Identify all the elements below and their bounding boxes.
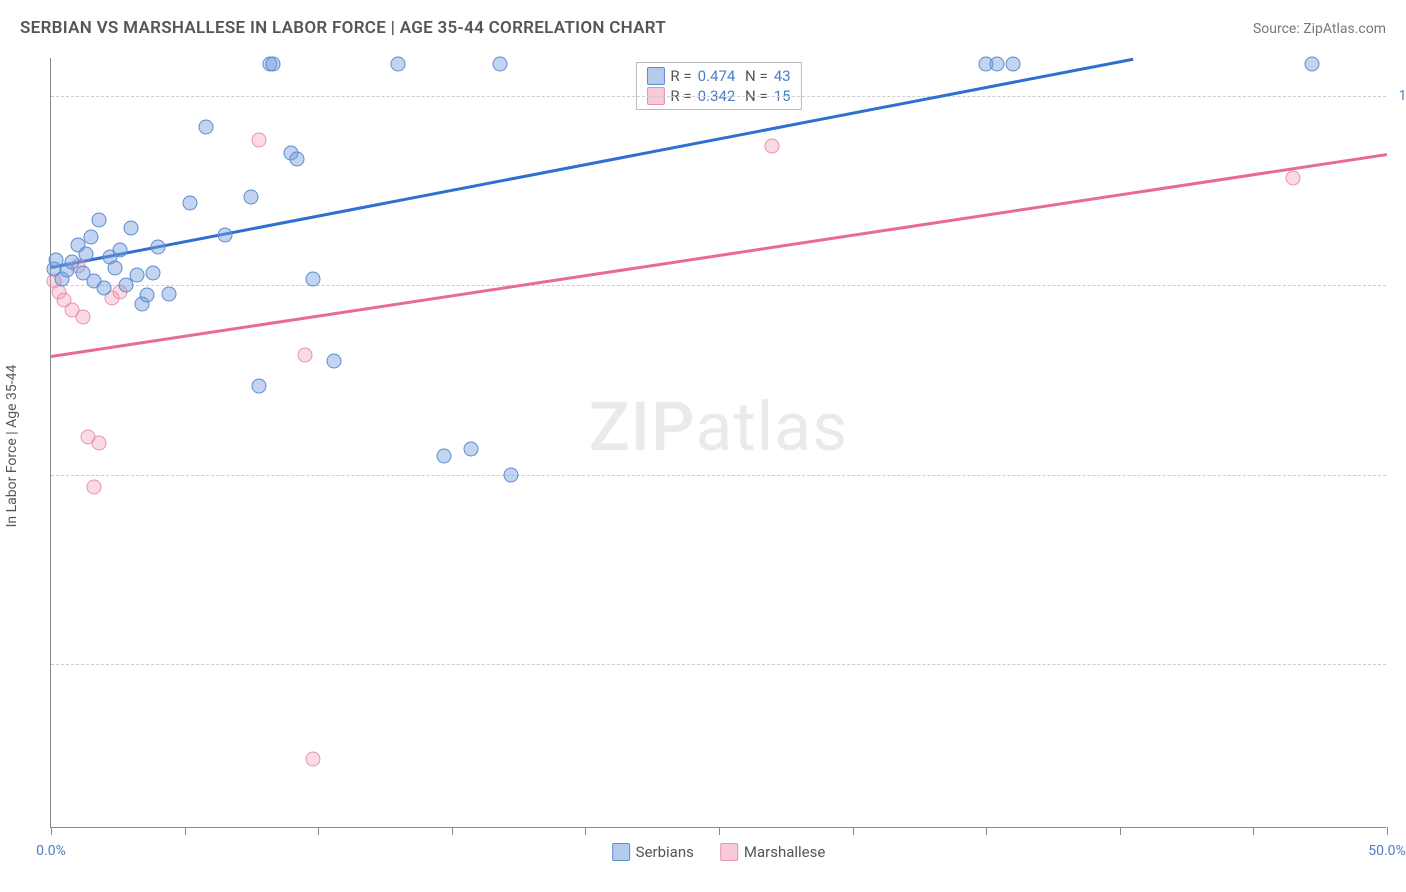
data-point	[244, 189, 259, 204]
data-point	[492, 57, 507, 72]
x-tick	[585, 827, 586, 835]
x-tick-label: 50.0%	[1368, 843, 1406, 859]
data-point	[113, 242, 128, 257]
y-tick-label: 55.0%	[1394, 656, 1406, 672]
data-point	[84, 230, 99, 245]
gridline	[51, 96, 1386, 97]
regression-line	[51, 58, 1134, 269]
legend-marshallese: Marshallese	[720, 843, 825, 861]
series-legend: Serbians Marshallese	[612, 843, 826, 861]
x-tick	[1253, 827, 1254, 835]
legend-row-serbians: R = 0.474 N = 43	[646, 67, 790, 85]
data-point	[305, 271, 320, 286]
plot-area: ZIPatlas R = 0.474 N = 43 R = 0.342 N = …	[50, 58, 1386, 828]
y-tick-label: 85.0%	[1394, 277, 1406, 293]
data-point	[1286, 170, 1301, 185]
x-tick	[719, 827, 720, 835]
data-point	[989, 57, 1004, 72]
swatch-blue-icon	[646, 67, 664, 85]
chart-title: SERBIAN VS MARSHALLESE IN LABOR FORCE | …	[20, 18, 666, 38]
source-text: Source: ZipAtlas.com	[1253, 21, 1386, 37]
data-point	[140, 288, 155, 303]
data-point	[289, 151, 304, 166]
x-tick	[853, 827, 854, 835]
data-point	[265, 57, 280, 72]
data-point	[86, 480, 101, 495]
data-point	[108, 260, 123, 275]
data-point	[145, 265, 160, 280]
data-point	[1305, 57, 1320, 72]
x-tick	[51, 827, 52, 835]
data-point	[463, 442, 478, 457]
x-tick	[452, 827, 453, 835]
x-tick	[986, 827, 987, 835]
correlation-legend: R = 0.474 N = 43 R = 0.342 N = 15	[635, 62, 801, 110]
legend-serbians: Serbians	[612, 843, 694, 861]
swatch-blue-icon	[612, 843, 630, 861]
x-tick-label: 0.0%	[36, 843, 66, 859]
data-point	[503, 467, 518, 482]
data-point	[198, 120, 213, 135]
gridline	[51, 285, 1386, 286]
gridline	[51, 664, 1386, 665]
data-point	[297, 347, 312, 362]
data-point	[765, 139, 780, 154]
watermark: ZIPatlas	[589, 387, 849, 467]
data-point	[78, 246, 93, 261]
regression-line	[51, 153, 1387, 357]
data-point	[92, 212, 107, 227]
data-point	[97, 280, 112, 295]
data-point	[76, 309, 91, 324]
data-point	[182, 196, 197, 211]
data-point	[436, 448, 451, 463]
data-point	[305, 751, 320, 766]
data-point	[252, 379, 267, 394]
data-point	[252, 133, 267, 148]
swatch-pink-icon	[720, 843, 738, 861]
x-tick	[185, 827, 186, 835]
y-tick-label: 70.0%	[1394, 467, 1406, 483]
x-tick	[318, 827, 319, 835]
data-point	[1005, 57, 1020, 72]
data-point	[92, 436, 107, 451]
gridline	[51, 475, 1386, 476]
y-tick-label: 100.0%	[1394, 88, 1406, 104]
data-point	[124, 221, 139, 236]
data-point	[150, 240, 165, 255]
x-tick	[1387, 827, 1388, 835]
data-point	[129, 268, 144, 283]
data-point	[391, 57, 406, 72]
data-point	[327, 353, 342, 368]
chart-header: SERBIAN VS MARSHALLESE IN LABOR FORCE | …	[20, 18, 1386, 38]
x-tick	[1120, 827, 1121, 835]
data-point	[161, 287, 176, 302]
y-axis-label: In Labor Force | Age 35-44	[4, 365, 20, 528]
data-point	[217, 227, 232, 242]
